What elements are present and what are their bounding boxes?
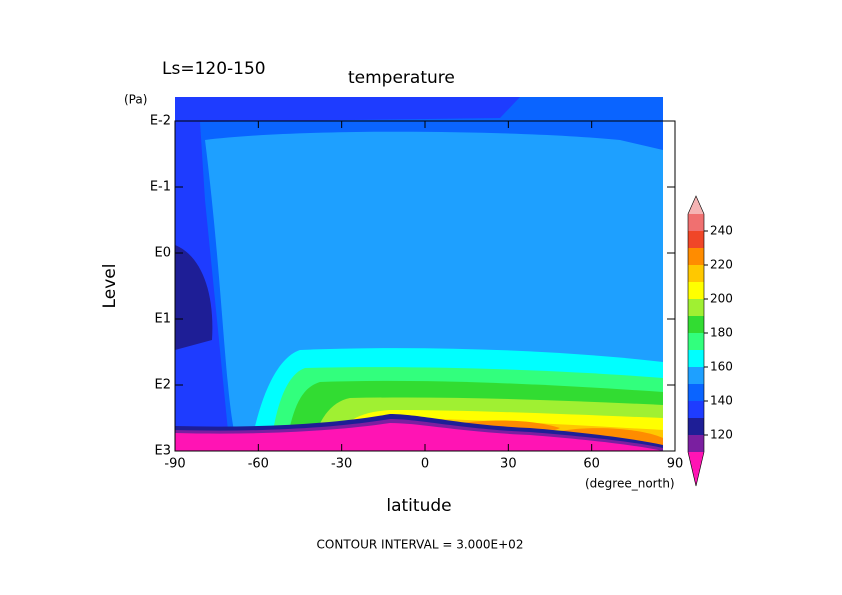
x-unit: (degree_north) <box>585 477 675 491</box>
y-unit: (Pa) <box>124 93 147 107</box>
colorbar-cell <box>688 333 704 350</box>
x-tick-label: 60 <box>583 457 600 472</box>
contour-fill <box>175 97 663 451</box>
colorbar-under <box>688 452 704 486</box>
y-tick-label: E-2 <box>150 114 171 129</box>
x-tick-label: -90 <box>164 457 185 472</box>
colorbar-label: 140 <box>710 394 733 408</box>
colorbar-over <box>688 196 704 214</box>
x-tick-label: 30 <box>500 457 517 472</box>
colorbar-label: 200 <box>710 292 733 306</box>
colorbar-label: 160 <box>710 360 733 374</box>
y-tick-label: E2 <box>155 378 172 393</box>
colorbar-outline <box>687 195 705 487</box>
colorbar-cell <box>688 248 704 265</box>
contour-region <box>175 423 663 451</box>
x-axis-label: latitude <box>386 496 451 516</box>
y-tick-label: E3 <box>155 444 172 459</box>
contour-region <box>175 245 213 350</box>
x-tick-label: -60 <box>248 457 269 472</box>
colorbar-cell <box>688 435 704 452</box>
colorbar-label: 220 <box>710 258 733 272</box>
colorbar-cell <box>688 299 704 316</box>
y-tick-label: E-1 <box>150 180 171 195</box>
subtitle: Ls=120-150 <box>162 59 266 79</box>
colorbar-cell <box>688 265 704 282</box>
y-axis-label: Level <box>100 264 120 309</box>
y-tick-label: E1 <box>155 312 172 327</box>
colorbar-cell <box>688 231 704 248</box>
colorbar-cell <box>688 350 704 367</box>
colorbar-label: 120 <box>710 428 733 442</box>
colorbar-cell <box>688 316 704 333</box>
annotation: CONTOUR INTERVAL = 3.000E+02 <box>317 538 524 552</box>
x-tick-label: 0 <box>421 457 429 472</box>
colorbar-cell <box>688 418 704 435</box>
colorbar-cell <box>688 367 704 384</box>
colorbar-label: 180 <box>710 326 733 340</box>
x-tick-label: -30 <box>331 457 352 472</box>
colorbar-cell <box>688 214 704 231</box>
x-tick-label: 90 <box>667 457 684 472</box>
chart-title: temperature <box>348 68 455 88</box>
colorbar-cell <box>688 282 704 299</box>
colorbar-label: 240 <box>710 224 733 238</box>
y-tick-label: E0 <box>155 246 172 261</box>
contour-region <box>175 97 520 451</box>
colorbar-cell <box>688 384 704 401</box>
colorbar-cell <box>688 401 704 418</box>
